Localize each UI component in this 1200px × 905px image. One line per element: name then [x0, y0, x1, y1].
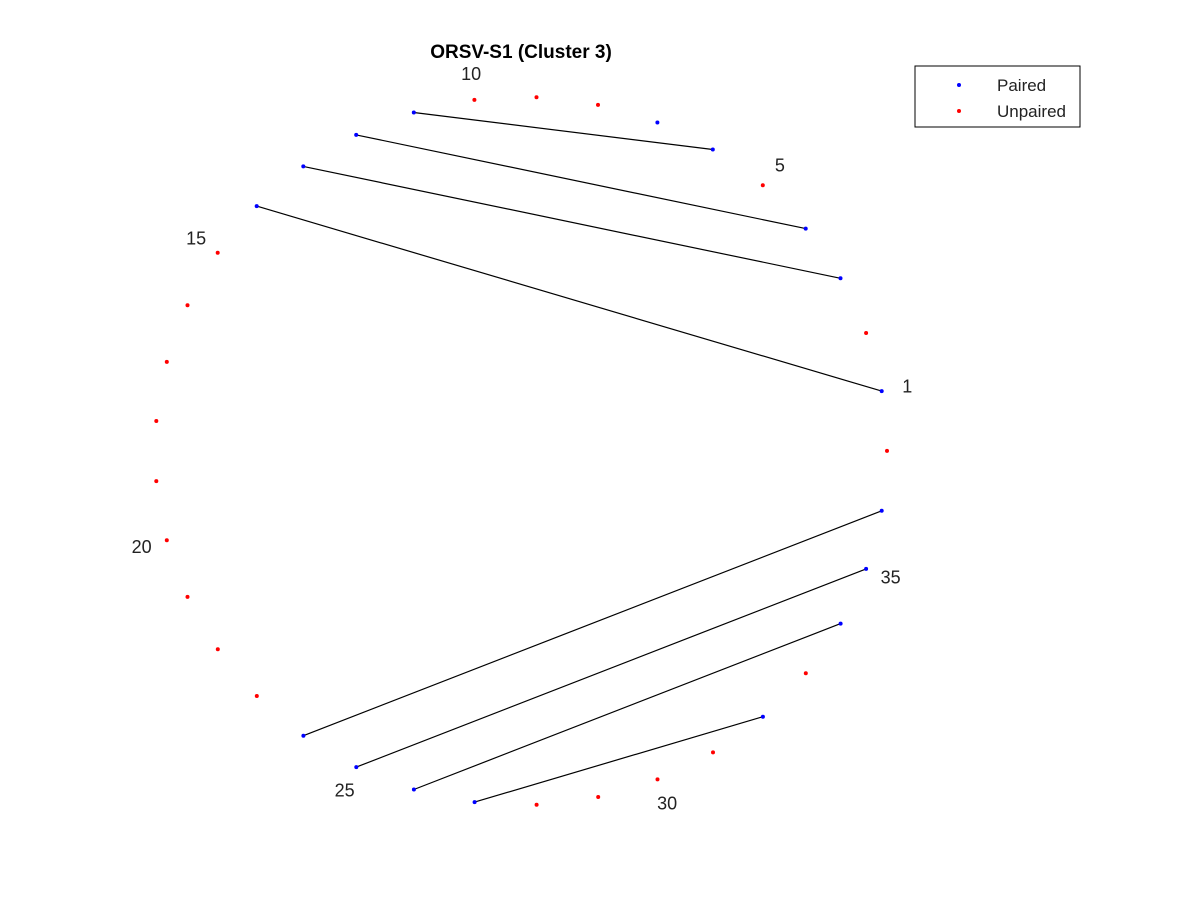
position-label-35: 35: [881, 568, 901, 588]
unpaired-node-9: [534, 95, 539, 100]
unpaired-node-31: [711, 750, 715, 755]
paired-node-26: [411, 787, 416, 792]
paired-node-36: [879, 508, 884, 513]
paired-node-27: [472, 800, 477, 805]
pair-line-25-35: [356, 568, 867, 768]
legend-box: [914, 65, 1081, 128]
chart-title: ORSV-S1 (Cluster 3): [430, 42, 612, 63]
unpaired-node-10: [472, 97, 477, 102]
paired-node-4: [803, 226, 808, 231]
legend-label-unpaired: Unpaired: [997, 102, 1066, 121]
position-label-25: 25: [335, 780, 355, 800]
position-label-10: 10: [461, 64, 481, 84]
unpaired-node-33: [803, 671, 808, 676]
pair-line-6-11: [413, 111, 713, 151]
paired-node-34: [838, 621, 843, 626]
unpaired-node-21: [185, 594, 190, 599]
position-nodes: [154, 95, 889, 807]
legend: Paired Unpaired: [914, 65, 1081, 128]
position-label-15: 15: [186, 228, 206, 248]
unpaired-node-15: [215, 250, 220, 255]
unpaired-node-29: [596, 795, 601, 799]
paired-node-12: [354, 132, 359, 137]
position-label-30: 30: [657, 794, 677, 814]
position-label-20: 20: [132, 537, 152, 557]
unpaired-node-2: [864, 331, 869, 335]
unpaired-node-20: [164, 538, 169, 543]
unpaired-node-22: [215, 647, 220, 652]
unpaired-node-37: [885, 448, 889, 453]
legend-marker-paired: [957, 83, 961, 87]
legend-label-paired: Paired: [997, 76, 1046, 95]
unpaired-node-8: [596, 102, 600, 107]
unpaired-node-5: [760, 183, 765, 188]
position-label-1: 1: [902, 377, 912, 397]
unpaired-node-17: [164, 359, 169, 364]
pair-line-26-34: [413, 623, 841, 791]
unpaired-node-23: [254, 694, 259, 698]
pair-line-1-14: [256, 205, 882, 392]
paired-node-13: [301, 164, 306, 169]
paired-node-1: [879, 389, 884, 394]
unpaired-node-28: [534, 802, 539, 807]
pair-lines: [256, 111, 882, 803]
unpaired-node-19: [154, 479, 159, 484]
pair-line-4-12: [356, 134, 806, 230]
paired-node-24: [301, 733, 306, 738]
unpaired-node-16: [185, 303, 190, 308]
paired-node-25: [354, 765, 359, 770]
pair-line-27-32: [474, 716, 764, 803]
pair-line-3-13: [303, 165, 841, 279]
unpaired-node-18: [154, 419, 159, 423]
position-label-5: 5: [775, 156, 785, 176]
paired-node-3: [838, 276, 843, 281]
paired-node-14: [254, 204, 259, 209]
paired-node-11: [411, 110, 416, 115]
paired-node-35: [864, 566, 869, 571]
paired-node-32: [760, 714, 765, 719]
legend-marker-unpaired: [957, 109, 961, 113]
unpaired-node-30: [655, 777, 660, 782]
pair-line-24-36: [303, 510, 882, 737]
paired-node-6: [710, 147, 715, 152]
paired-node-7: [655, 120, 660, 125]
